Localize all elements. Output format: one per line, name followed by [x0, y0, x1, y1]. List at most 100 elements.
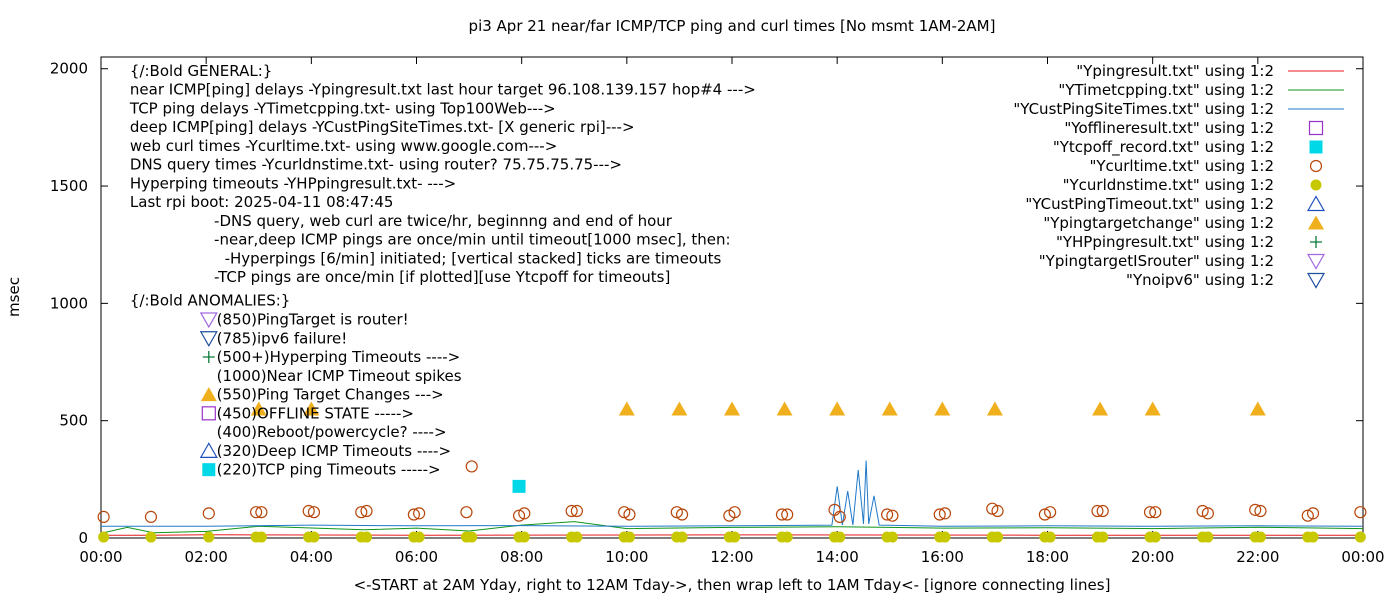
- ycurltime-txt-point: [1196, 504, 1209, 518]
- anomaly-marker: [201, 406, 216, 421]
- ypingtargetchange-point: [1249, 401, 1266, 416]
- ycurldnstime-txt-point: [886, 531, 898, 543]
- ycurldnstime-txt-point: [1202, 531, 1214, 543]
- x-tick-label: 12:00: [710, 548, 753, 566]
- ycurltime-txt-point: [675, 508, 689, 521]
- ycurltime-txt-point: [1096, 504, 1109, 518]
- legend: "Ypingresult.txt" using 1:2"YTimetcpping…: [1013, 62, 1344, 289]
- ypingtargetchange-point: [934, 401, 951, 416]
- ytimetcpping-txt-line: [100, 521, 1364, 534]
- general-note: Last rpi boot: 2025-04-11 08:47:45: [130, 193, 394, 211]
- ycurldnstime-txt-point: [361, 531, 373, 543]
- ycurldnstime-txt-point: [939, 531, 951, 543]
- legend-label: "Ycurltime.txt" using 1:2: [1089, 157, 1274, 175]
- y-tick-label: 0: [78, 529, 88, 547]
- y-tick-label: 1000: [50, 294, 88, 312]
- general-note: near ICMP[ping] delays -Ypingresult.txt …: [130, 81, 756, 99]
- general-note: -near,deep ICMP pings are once/min until…: [214, 231, 731, 249]
- ycurldnstime-txt-point: [1354, 531, 1366, 543]
- ycurldnstime-txt-point: [1149, 531, 1161, 543]
- y-axis-label: msec: [5, 277, 23, 317]
- ycurltime-txt-point: [781, 508, 794, 521]
- ycurldnstime-txt-point: [203, 531, 215, 543]
- ypingtargetchange-point: [303, 401, 320, 416]
- ypingtargetchange-point: [776, 401, 793, 416]
- legend-label: "Yofflineresult.txt" using 1:2: [1064, 119, 1274, 137]
- general-note: Hyperping timeouts -YHPpingresult.txt- -…: [130, 174, 456, 192]
- legend-swatch: [1308, 215, 1324, 230]
- ycurltime-txt-point: [460, 506, 473, 519]
- legend-swatch: [1308, 120, 1324, 136]
- ycurltime-txt-point: [991, 504, 1004, 518]
- ycurldnstime-txt-point: [729, 531, 741, 543]
- ycurldnstime-txt-point: [834, 531, 846, 543]
- ycurltime-txt-point: [881, 508, 894, 521]
- ycurltime-txt-point: [1044, 506, 1057, 519]
- ycurldnstime-txt-point: [466, 531, 478, 543]
- ycurltime-txt-point: [1038, 508, 1051, 521]
- legend-label: "Ypingresult.txt" using 1:2: [1076, 62, 1274, 80]
- x-tick-label: 14:00: [816, 548, 859, 566]
- ypingtargetchange-point: [829, 401, 846, 416]
- ytcpoff-record-txt-point: [512, 479, 526, 493]
- ycustpingsitetimes-txt-line: [101, 460, 1364, 527]
- ycurltime-txt-point: [1301, 509, 1314, 522]
- ycurltime-txt-point: [97, 510, 110, 523]
- ycurltime-txt-point: [1354, 506, 1367, 519]
- ycurldnstime-txt-point: [781, 531, 793, 543]
- anomaly-note: (500+)Hyperping Timeouts ---->: [217, 348, 461, 366]
- ycurltime-txt-point: [1254, 504, 1267, 518]
- ycurldnstime-txt-point: [255, 531, 267, 543]
- x-tick-label: 22:00: [1236, 548, 1279, 566]
- ycurltime-txt-point: [933, 508, 946, 521]
- ycurldnstime-txt-point: [992, 531, 1004, 543]
- general-note: TCP ping delays -YTimetcpping.txt- using…: [129, 99, 556, 117]
- ycurltime-txt-point: [512, 509, 526, 522]
- x-axis-label: <-START at 2AM Yday, right to 12AM Tday-…: [354, 576, 1111, 594]
- anomaly-marker: [199, 312, 218, 329]
- anomaly-marker: [200, 387, 217, 402]
- legend-swatch: [1310, 236, 1322, 248]
- general-note: web curl times -Ycurltime.txt- using www…: [130, 137, 557, 155]
- ycurldnstime-txt-point: [1307, 531, 1319, 543]
- ycurltime-txt-point: [413, 507, 426, 520]
- ycurltime-txt-point: [565, 504, 578, 518]
- ycurldnstime-txt-point: [571, 531, 583, 543]
- legend-swatch: [1309, 159, 1323, 173]
- anomaly-note: (450)OFFLINE STATE ----->: [217, 404, 414, 422]
- x-tick-label: 20:00: [1131, 548, 1174, 566]
- general-note: deep ICMP[ping] delays -YCustPingSiteTim…: [130, 118, 635, 136]
- anomaly-note: (400)Reboot/powercycle? ---->: [217, 423, 447, 441]
- ycurltime-txt-point: [1143, 506, 1157, 519]
- ycurltime-txt-point: [670, 506, 683, 519]
- legend-label: "YHPpingresult.txt" using 1:2: [1056, 233, 1274, 251]
- ycurltime-txt-point: [1201, 507, 1214, 520]
- ycurltime-txt-point: [938, 507, 952, 520]
- legend-swatch: [1309, 140, 1323, 154]
- y-tick-label: 500: [59, 412, 88, 430]
- ycurltime-txt-point: [618, 506, 631, 519]
- legend-label: "YpingtargetISrouter" using 1:2: [1039, 252, 1274, 270]
- ypingtargetchange-point: [986, 401, 1003, 416]
- ypingtargetchange-point: [724, 401, 740, 416]
- anomaly-marker: [199, 331, 218, 347]
- legend-label: "YCustPingSiteTimes.txt" using 1:2: [1013, 100, 1274, 118]
- anomaly-note: (785)ipv6 failure!: [217, 329, 348, 347]
- ypingtargetchange-point: [671, 401, 688, 416]
- y-tick-label: 1500: [50, 177, 88, 195]
- general-note: -DNS query, web curl are twice/hr, begin…: [214, 212, 673, 230]
- ycurltime-txt-point: [250, 506, 263, 519]
- ycurltime-txt-point: [886, 509, 899, 522]
- ycurltime-txt-point: [144, 510, 158, 523]
- x-tick-label: 00:00: [79, 548, 122, 566]
- ycurltime-txt-point: [775, 508, 789, 521]
- ycurltime-txt-point: [255, 506, 268, 519]
- x-tick-label: 18:00: [1026, 548, 1069, 566]
- legend-label: "Ypingtargetchange" using 1:2: [1043, 214, 1274, 232]
- annotation-layer: {/:Bold GENERAL:}near ICMP[ping] delays …: [129, 62, 756, 479]
- x-tick-label: 08:00: [500, 548, 543, 566]
- ycurltime-txt-point: [202, 507, 215, 520]
- ycurltime-txt-point: [833, 510, 846, 523]
- ypingtargetchange-point: [1144, 401, 1161, 416]
